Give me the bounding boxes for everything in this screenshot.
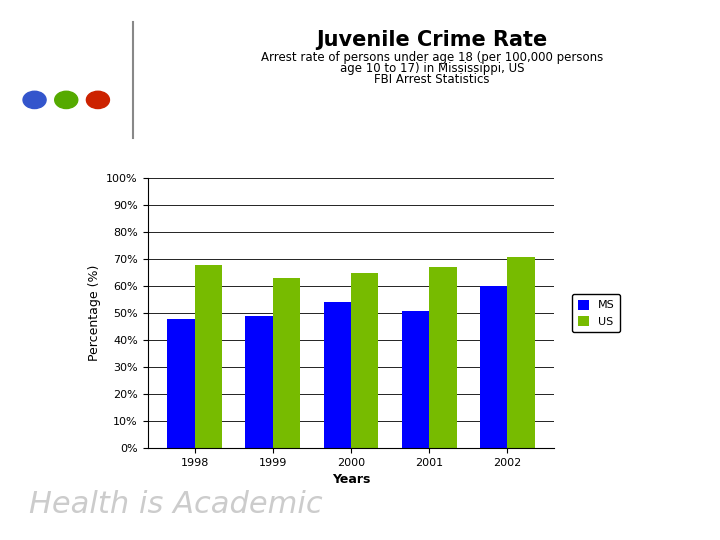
Bar: [402, 310, 429, 448]
Bar: [351, 273, 379, 448]
Bar: [508, 256, 535, 448]
Bar: [323, 302, 351, 448]
Bar: [429, 267, 456, 448]
X-axis label: Years: Years: [332, 474, 370, 487]
Bar: [194, 265, 222, 448]
Text: age 10 to 17) in Mississippi, US: age 10 to 17) in Mississippi, US: [340, 62, 524, 75]
Text: Arrest rate of persons under age 18 (per 100,000 persons: Arrest rate of persons under age 18 (per…: [261, 51, 603, 64]
Text: Juvenile Crime Rate: Juvenile Crime Rate: [316, 30, 548, 51]
Bar: [273, 278, 300, 448]
Legend: MS, US: MS, US: [572, 294, 620, 332]
Bar: [480, 286, 508, 448]
Y-axis label: Percentage (%): Percentage (%): [88, 265, 101, 361]
Text: FBI Arrest Statistics: FBI Arrest Statistics: [374, 73, 490, 86]
Bar: [246, 316, 273, 448]
Bar: [167, 319, 194, 448]
Text: Health is Academic: Health is Academic: [29, 490, 323, 519]
